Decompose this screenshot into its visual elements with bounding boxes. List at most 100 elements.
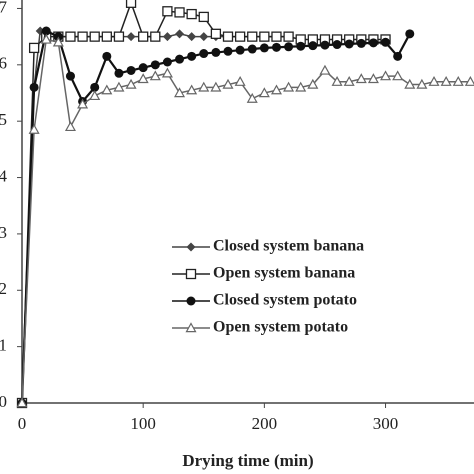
marker-triangle <box>137 73 149 84</box>
marker-triangle <box>185 322 197 333</box>
marker-triangle <box>77 98 89 109</box>
series-line <box>21 0 386 404</box>
marker-triangle <box>210 81 222 92</box>
marker-triangle <box>40 33 52 44</box>
marker-triangle <box>222 78 234 89</box>
marker-circle <box>175 54 185 64</box>
marker-triangle <box>89 90 101 101</box>
marker-circle <box>308 41 318 51</box>
marker-circle <box>223 46 233 56</box>
marker-square <box>65 31 76 42</box>
marker-triangle <box>64 121 76 132</box>
marker-triangle <box>440 75 452 86</box>
x-tick-label: 200 <box>252 414 278 433</box>
marker-triangle <box>52 36 64 47</box>
marker-triangle <box>452 75 464 86</box>
marker-triangle <box>295 81 307 92</box>
marker-circle <box>41 26 51 36</box>
marker-triangle <box>404 78 416 89</box>
marker-square <box>89 31 100 42</box>
marker-circle <box>368 38 378 48</box>
x-tick-label: 0 <box>18 414 27 433</box>
marker-square <box>101 31 112 42</box>
marker-triangle <box>198 81 210 92</box>
marker-diamond <box>126 32 136 42</box>
marker-square <box>28 42 40 54</box>
legend-label: Open system banana <box>213 265 355 282</box>
marker-triangle <box>246 92 258 103</box>
marker-triangle <box>343 75 355 86</box>
marker-triangle <box>428 75 440 86</box>
marker-square <box>162 6 173 17</box>
marker-square <box>222 31 234 42</box>
marker-square <box>234 31 246 42</box>
marker-circle <box>65 71 75 81</box>
marker-triangle <box>307 78 319 89</box>
series-line <box>21 30 289 404</box>
y-tick-label: 7 <box>0 0 8 16</box>
marker-triangle <box>380 70 392 81</box>
marker-triangle <box>355 73 367 84</box>
marker-square <box>271 31 282 42</box>
legend-label: Open system potato <box>213 319 348 336</box>
marker-triangle <box>392 70 404 81</box>
marker-circle <box>344 39 354 49</box>
y-tick-label: 4 <box>0 166 8 185</box>
marker-circle <box>90 82 100 92</box>
marker-circle <box>259 43 269 53</box>
y-tick-label: 1 <box>0 336 7 355</box>
marker-triangle <box>270 84 282 95</box>
marker-triangle <box>28 123 40 134</box>
marker-triangle <box>113 81 125 92</box>
marker-circle <box>381 37 391 47</box>
marker-circle <box>102 51 112 61</box>
marker-diamond <box>187 32 197 42</box>
marker-circle <box>405 29 415 39</box>
y-tick-label: 6 <box>0 54 7 73</box>
marker-triangle <box>234 75 246 86</box>
marker-triangle <box>101 84 113 95</box>
marker-circle <box>162 57 172 67</box>
marker-diamond <box>162 32 172 42</box>
marker-triangle <box>319 64 331 75</box>
marker-diamond <box>199 32 209 42</box>
legend-label: Closed system banana <box>213 238 364 255</box>
marker-circle <box>247 44 257 54</box>
marker-circle <box>235 45 245 55</box>
marker-square <box>77 31 88 42</box>
marker-circle <box>138 63 148 73</box>
marker-diamond <box>186 242 196 252</box>
marker-square <box>174 7 185 18</box>
marker-circle <box>284 42 294 52</box>
marker-triangle <box>367 73 379 84</box>
marker-square <box>186 8 197 20</box>
marker-square <box>283 31 294 42</box>
x-axis-label: Drying time (min) <box>182 451 313 470</box>
marker-square <box>185 268 197 280</box>
marker-triangle <box>16 397 28 408</box>
marker-triangle <box>174 87 186 98</box>
marker-circle <box>114 68 124 78</box>
marker-square <box>150 31 161 42</box>
marker-circle <box>393 51 403 61</box>
marker-square <box>113 31 125 42</box>
marker-circle <box>29 82 39 92</box>
marker-circle <box>186 296 196 306</box>
marker-circle <box>332 40 342 50</box>
marker-circle <box>271 42 281 52</box>
marker-triangle <box>258 87 270 98</box>
marker-triangle <box>186 84 198 95</box>
y-tick-label: 2 <box>0 279 7 298</box>
y-tick-label: 5 <box>0 110 7 129</box>
marker-circle <box>296 41 306 51</box>
marker-triangle <box>161 67 173 78</box>
marker-circle <box>126 65 136 75</box>
marker-triangle <box>283 81 295 92</box>
marker-circle <box>199 49 209 59</box>
marker-circle <box>356 38 366 48</box>
marker-square <box>125 0 137 8</box>
legend-label: Closed system potato <box>213 292 357 309</box>
marker-square <box>247 31 258 42</box>
marker-triangle <box>125 78 137 89</box>
